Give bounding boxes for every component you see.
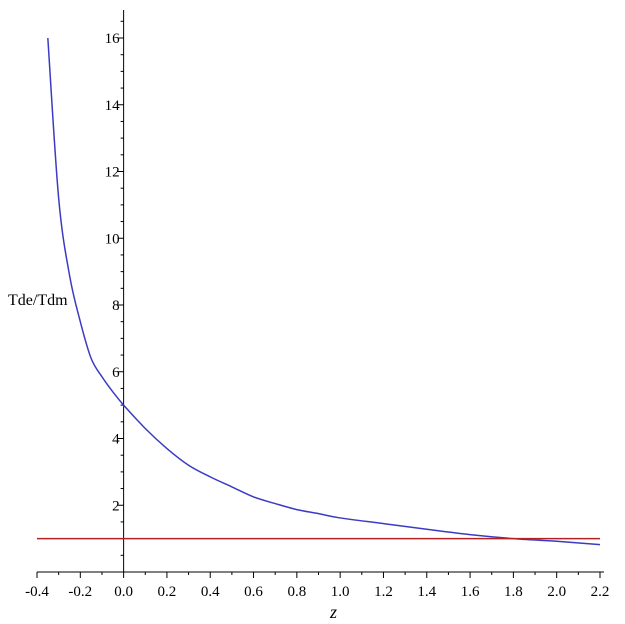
- x-tick-label: 1.8: [504, 584, 523, 600]
- y-tick-label: 8: [112, 298, 120, 314]
- y-tick-label: 12: [105, 165, 120, 181]
- series-curve-line: [47, 37, 601, 546]
- y-axis: 2 4 6 8 10 12 14 16: [105, 10, 125, 572]
- y-tick-label: 10: [105, 231, 120, 247]
- x-tick-label: 0.0: [114, 584, 133, 600]
- x-tick-label: 0.2: [158, 584, 177, 600]
- x-axis: -0.4 -0.2 0.0 0.2 0.4 0.6 0.8 1.0 1.2 1.4 1.6 1.8 2.…: [25, 571, 610, 600]
- x-tick-label: 1.2: [374, 584, 393, 600]
- y-tick-label: 6: [112, 365, 120, 381]
- x-tick-label: 2.2: [591, 584, 610, 600]
- series-layer: [37, 37, 601, 546]
- x-axis-label: z: [329, 602, 337, 622]
- x-tick-label: 1.0: [331, 584, 350, 600]
- x-tick-label: 0.8: [287, 584, 306, 600]
- y-tick-label: 4: [112, 432, 120, 448]
- x-tick-label: 0.6: [244, 584, 263, 600]
- x-tick-label: 1.6: [461, 584, 480, 600]
- x-tick-label: 1.4: [417, 584, 436, 600]
- x-tick-label: 2.0: [547, 584, 566, 600]
- y-tick-label: 16: [105, 31, 121, 47]
- x-tick-label: -0.2: [68, 584, 92, 600]
- x-tick-label: 0.4: [201, 584, 220, 600]
- y-tick-label: 2: [112, 498, 120, 514]
- y-axis-label: Tde/Tdm: [8, 292, 68, 309]
- x-tick-label: -0.4: [25, 584, 49, 600]
- y-tick-label: 14: [105, 98, 121, 114]
